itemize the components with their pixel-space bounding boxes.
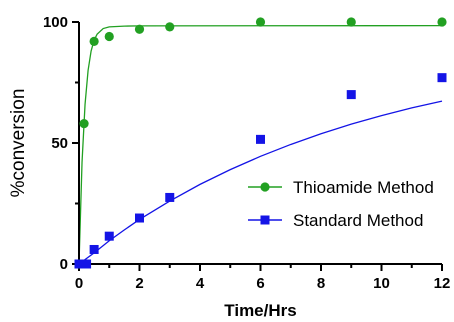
y-tick-label: 100 <box>43 14 68 31</box>
data-point-thioamide <box>104 31 114 42</box>
data-point-standard <box>256 134 265 144</box>
x-tick-label: 12 <box>434 275 451 292</box>
data-point-standard <box>82 259 92 269</box>
x-tick-label: 4 <box>196 275 205 292</box>
x-tick-label: 0 <box>75 275 83 292</box>
data-point-thioamide <box>89 36 99 46</box>
data-point-standard <box>89 244 99 254</box>
data-point-standard <box>165 192 175 202</box>
x-axis-title: Time/Hrs <box>224 301 296 320</box>
legend-item-standard: Standard Method <box>248 211 423 230</box>
x-tick-label: 8 <box>317 275 325 292</box>
x-tick-label: 6 <box>256 275 264 292</box>
data-points <box>74 17 447 269</box>
legend-standard-label: Standard Method <box>293 211 423 230</box>
data-point-standard <box>135 213 144 223</box>
data-point-standard <box>346 90 356 100</box>
x-ticks: 0 2 4 6 8 10 12 <box>75 264 451 292</box>
x-tick-label: 10 <box>373 275 390 292</box>
legend-item-thioamide: Thioamide Method <box>248 178 434 197</box>
legend: Thioamide Method Standard Method <box>248 178 434 230</box>
x-tick-label: 2 <box>135 275 143 292</box>
data-point-thioamide <box>134 24 145 34</box>
data-point-standard <box>437 73 447 83</box>
legend-standard-marker <box>260 215 270 225</box>
y-ticks: 0 50 100 <box>43 14 79 273</box>
data-point-thioamide <box>79 119 89 129</box>
data-point-standard <box>74 259 84 269</box>
y-axis-title: %conversion <box>8 89 29 198</box>
data-point-thioamide <box>165 22 175 32</box>
data-point-thioamide <box>437 17 447 27</box>
y-tick-label: 0 <box>60 256 68 273</box>
legend-thioamide-label: Thioamide Method <box>293 178 434 197</box>
data-point-thioamide <box>255 17 266 27</box>
fit-curve-1 <box>78 100 443 265</box>
y-tick-label: 50 <box>51 135 68 152</box>
data-point-standard <box>104 231 114 241</box>
legend-thioamide-marker <box>260 182 270 192</box>
data-point-thioamide <box>346 17 356 27</box>
